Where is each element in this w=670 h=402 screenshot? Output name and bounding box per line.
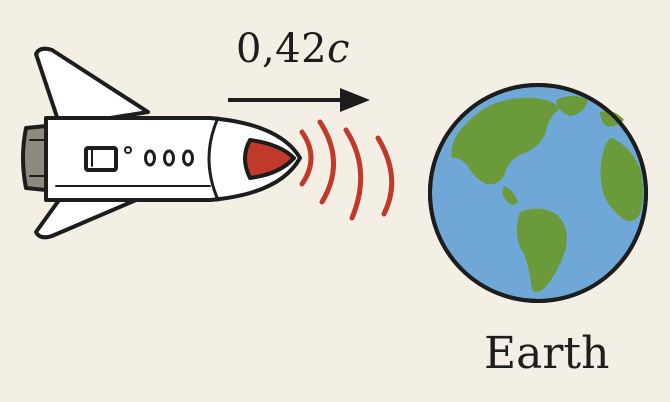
spaceship-nose-cone <box>243 138 296 180</box>
spaceship-window-panel <box>84 146 118 172</box>
spaceship-porthole <box>144 149 156 167</box>
spaceship-porthole <box>163 149 175 167</box>
earth-globe-icon <box>428 83 648 303</box>
velocity-value: 0,42 <box>236 26 328 72</box>
spaceship-upper-fin <box>34 46 150 128</box>
signal-wave <box>343 127 364 221</box>
velocity-unit: c <box>327 26 350 72</box>
spaceship-porthole <box>182 149 194 167</box>
velocity-label: 0,42c <box>236 26 350 72</box>
earth-label: Earth <box>484 328 610 379</box>
spaceship-lower-fin <box>34 192 152 240</box>
spaceship-engine <box>21 124 48 192</box>
earth-land-south-america <box>516 208 567 292</box>
earth-land-greenland <box>556 96 588 116</box>
earth-land-north-america <box>451 97 560 185</box>
signal-wave <box>375 135 395 217</box>
earth-land-central-america <box>502 186 518 205</box>
velocity-arrow-icon <box>228 88 370 112</box>
signal-wave <box>299 129 314 187</box>
signal-waves-icon <box>299 119 395 221</box>
spaceship-icon <box>21 46 302 240</box>
signal-wave <box>317 119 336 205</box>
earth-land-africa <box>600 138 643 222</box>
